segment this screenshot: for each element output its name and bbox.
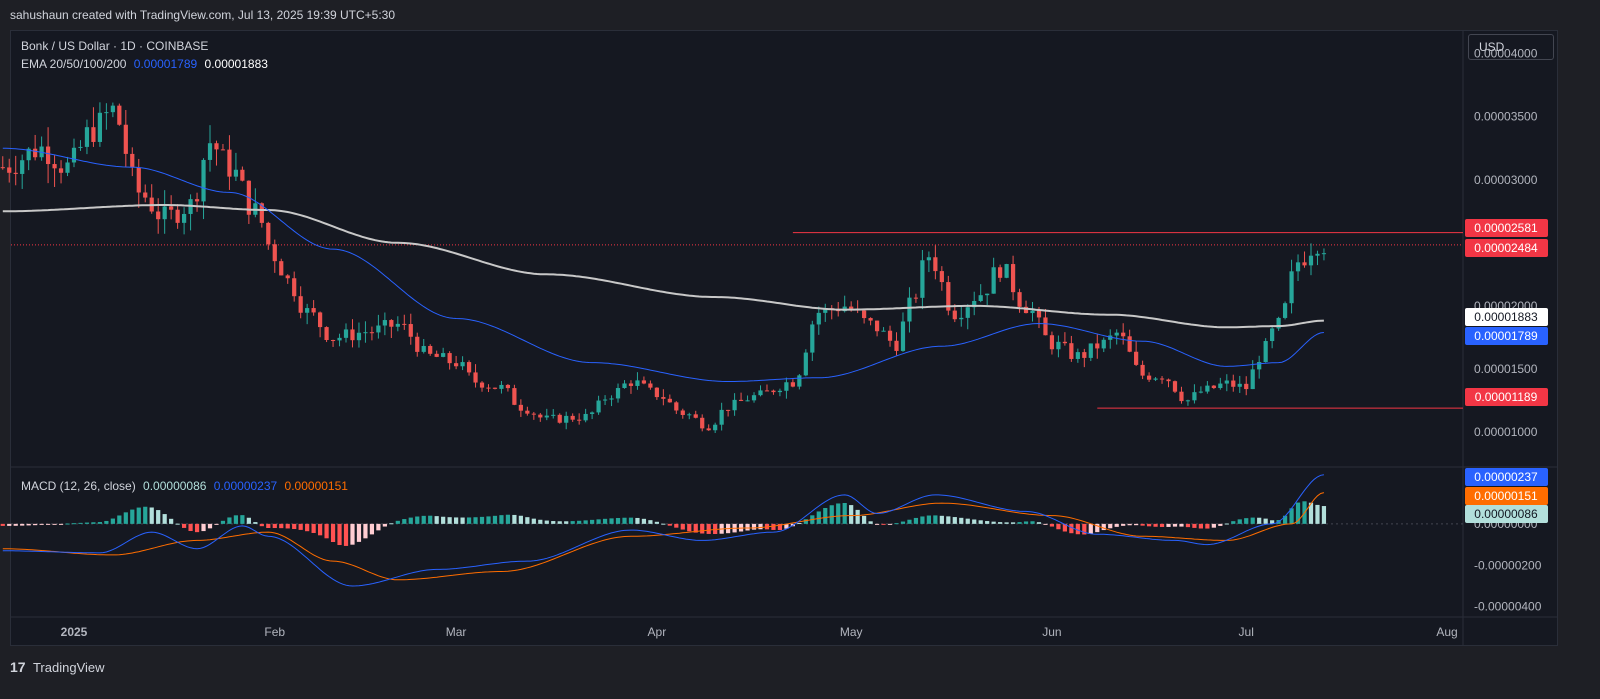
symbol-title: Bonk / US Dollar · 1D · COINBASE bbox=[21, 39, 209, 53]
currency-button[interactable]: USD bbox=[1468, 34, 1554, 60]
ema-label: EMA 20/50/100/200 bbox=[21, 57, 127, 71]
footer-brand-label: TradingView bbox=[32, 660, 105, 675]
macd-hist-value: 0.00000086 bbox=[143, 479, 207, 493]
ema-value-blue: 0.00001789 bbox=[133, 57, 198, 71]
tradingview-logo-icon: 17 bbox=[10, 659, 26, 675]
chart-panel[interactable]: Bonk / US Dollar · 1D · COINBASE EMA 20/… bbox=[10, 30, 1558, 646]
macd-histogram-bar bbox=[0, 523, 5, 526]
macd-legend: MACD (12, 26, close) 0.00000086 0.000002… bbox=[21, 479, 352, 493]
macd-label: MACD (12, 26, close) bbox=[21, 479, 136, 493]
footer-brand: 17 TradingView bbox=[0, 652, 1600, 682]
macd-line-value: 0.00000237 bbox=[213, 479, 278, 493]
ema-value-white: 0.00001883 bbox=[204, 57, 268, 71]
ema-legend: EMA 20/50/100/200 0.00001789 0.00001883 bbox=[21, 57, 272, 71]
candle-body bbox=[0, 167, 5, 169]
chart-caption: sahushaun created with TradingView.com, … bbox=[10, 8, 396, 22]
macd-signal-value: 0.00000151 bbox=[284, 479, 348, 493]
symbol-legend: Bonk / US Dollar · 1D · COINBASE bbox=[21, 39, 212, 53]
